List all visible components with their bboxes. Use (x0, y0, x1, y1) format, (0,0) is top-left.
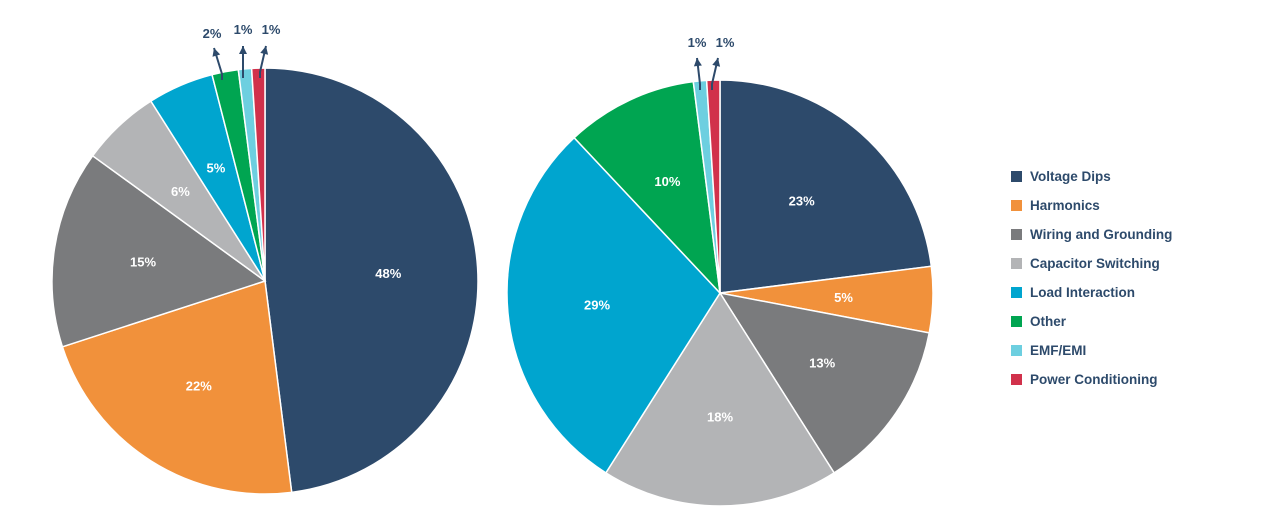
chart1-label-voltage-dips: 48% (375, 266, 401, 281)
legend-item-harmonics: Harmonics (1011, 191, 1172, 220)
legend-item-wiring-and-grounding: Wiring and Grounding (1011, 220, 1172, 249)
legend-swatch (1011, 171, 1022, 182)
chart1-callout-arrow-emf-emi (239, 46, 247, 54)
chart2-label-emf-emi: 1% (688, 35, 707, 50)
chart2-slice-capacitor-switching (604, 291, 836, 507)
chart2-slice-wiring-and-grounding (718, 291, 931, 474)
legend-item-load-interaction: Load Interaction (1011, 278, 1172, 307)
chart2-slice-other (573, 80, 722, 296)
legend-label: Other (1030, 314, 1067, 329)
legend-swatch (1011, 229, 1022, 240)
chart2-label-harmonics: 5% (834, 290, 853, 305)
chart1-slice-wiring-and-grounding (51, 154, 267, 348)
chart2-callout-line-emf-emi (696, 57, 701, 90)
legend-item-power-conditioning: Power Conditioning (1011, 365, 1172, 394)
chart2-slice-voltage-dips (719, 79, 933, 294)
chart2-label-load-interaction: 29% (584, 298, 610, 313)
chart1-callout-line-power-conditioning (259, 45, 267, 78)
chart1-label-wiring-and-grounding: 15% (130, 255, 156, 270)
chart1-callout-arrow-other (212, 48, 221, 57)
chart2-callout-arrow-emf-emi (693, 58, 702, 67)
chart1-callout-arrow-power-conditioning (260, 46, 269, 55)
legend-item-voltage-dips: Voltage Dips (1011, 162, 1172, 191)
legend-item-capacitor-switching: Capacitor Switching (1011, 249, 1172, 278)
legend-swatch (1011, 200, 1022, 211)
legend-swatch (1011, 258, 1022, 269)
chart2-label-wiring-and-grounding: 13% (809, 355, 835, 370)
legend-swatch (1011, 287, 1022, 298)
legend-item-other: Other (1011, 307, 1172, 336)
chart1-callout-line-other (213, 47, 223, 80)
legend-label: Load Interaction (1030, 285, 1136, 300)
legend-label: Voltage Dips (1030, 169, 1111, 184)
chart2-callout-arrow-power-conditioning (712, 58, 721, 67)
legend-item-emf-emi: EMF/EMI (1011, 336, 1172, 365)
legend-label: EMF/EMI (1030, 343, 1087, 358)
chart1-slice-power-conditioning (250, 67, 266, 282)
legend-swatch (1011, 316, 1022, 327)
chart1-slice-voltage-dips (264, 67, 479, 494)
legend-swatch (1011, 374, 1022, 385)
chart1-label-harmonics: 22% (186, 378, 212, 393)
chart1-label-power-conditioning: 1% (262, 22, 281, 37)
chart2-label-power-conditioning: 1% (716, 35, 735, 50)
chart1-label-capacitor-switching: 6% (171, 184, 190, 199)
chart2-label-voltage-dips: 23% (789, 193, 815, 208)
chart1-label-other: 2% (203, 26, 222, 41)
chart1-label-emf-emi: 1% (234, 22, 253, 37)
legend-label: Harmonics (1030, 198, 1100, 213)
chart2-callout-line-power-conditioning (711, 57, 719, 90)
legend-label: Capacitor Switching (1030, 256, 1160, 271)
chart2-label-capacitor-switching: 18% (707, 410, 733, 425)
chart2-slice-load-interaction (506, 136, 721, 474)
chart1-slice-harmonics (61, 280, 293, 495)
legend: Voltage Dips Harmonics Wiring and Groundin… (1011, 162, 1172, 394)
pie-chart-1: 48% 22% 15% 6% 5% 2% 1% 1% (51, 22, 479, 495)
legend-label: Wiring and Grounding (1030, 227, 1173, 242)
legend-label: Power Conditioning (1030, 372, 1158, 387)
chart1-label-load-interaction: 5% (207, 161, 226, 176)
legend-swatch (1011, 345, 1022, 356)
chart2-label-other: 10% (654, 174, 680, 189)
pie-chart-2: 23% 5% 13% 18% 29% 10% 1% 1% (506, 35, 934, 507)
